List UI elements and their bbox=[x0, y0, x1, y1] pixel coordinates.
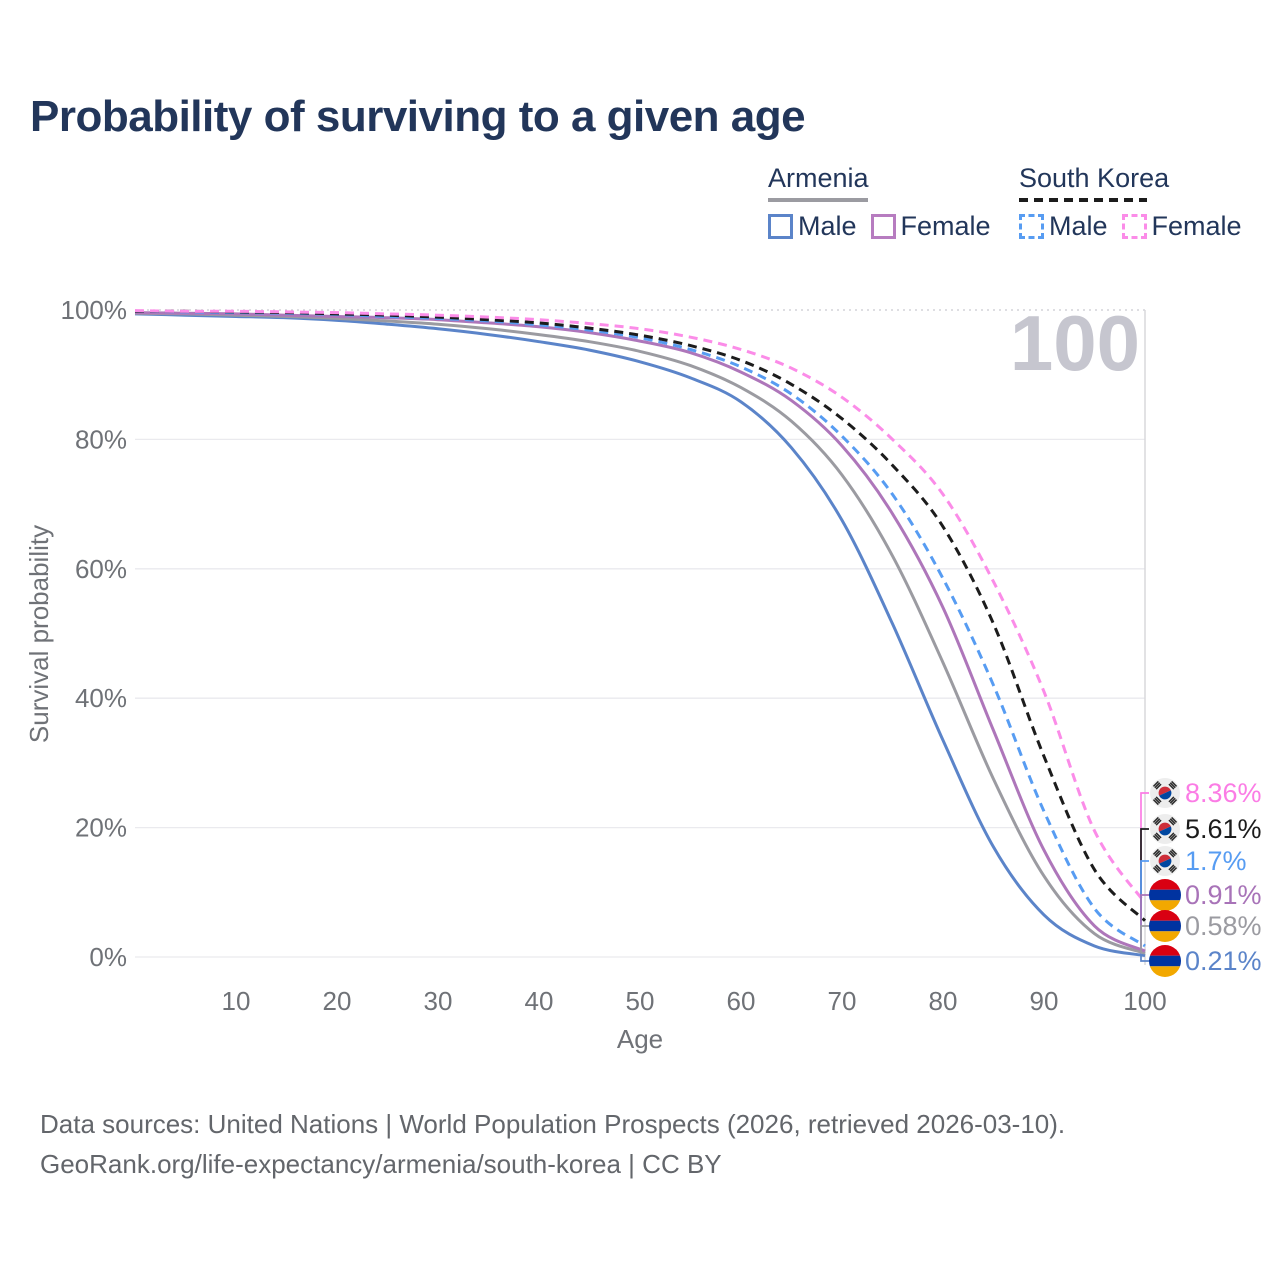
south-korea-female-swatch-icon bbox=[1121, 214, 1147, 239]
end-value-armenia-total: 0.58% bbox=[1185, 911, 1262, 941]
x-tick-20: 20 bbox=[323, 986, 352, 1016]
legend-label-armenia-male: Male bbox=[798, 211, 857, 241]
x-tick-10: 10 bbox=[222, 986, 251, 1016]
x-tick-30: 30 bbox=[424, 986, 453, 1016]
y-axis-title: Survival probability bbox=[24, 525, 54, 743]
label-connector-armenia-male bbox=[1140, 955, 1149, 962]
y-tick-80: 80% bbox=[75, 424, 127, 454]
legend-item-armenia-male[interactable]: Male bbox=[768, 211, 857, 242]
legend-country-south-korea-label: South Korea bbox=[1019, 163, 1170, 193]
south-korea-flag-icon bbox=[1150, 778, 1180, 808]
y-tick-100: 100% bbox=[61, 295, 128, 325]
armenia-female-swatch-icon bbox=[870, 214, 896, 239]
x-tick-90: 90 bbox=[1030, 986, 1059, 1016]
curve-armenia-female bbox=[134, 311, 1146, 953]
y-tick-60: 60% bbox=[75, 554, 127, 584]
legend-country-south-korea: South Korea bbox=[1019, 163, 1242, 202]
end-value-labels: 8.36% 5.61%1.7% 0.91%0.58% 0.21% bbox=[1140, 778, 1262, 977]
age-counter-watermark: 100 bbox=[1010, 299, 1140, 387]
x-tick-70: 70 bbox=[828, 986, 857, 1016]
curve-armenia-male bbox=[134, 312, 1146, 958]
x-axis-title: Age bbox=[617, 1024, 663, 1054]
armenia-flag-icon bbox=[1149, 879, 1181, 911]
survival-curves bbox=[134, 309, 1147, 958]
page-title: Probability of surviving to a given age bbox=[30, 92, 806, 141]
armenia-male-swatch-icon bbox=[768, 214, 793, 239]
legend-label-south-korea-female: Female bbox=[1151, 211, 1242, 241]
y-tick-20: 20% bbox=[75, 813, 127, 843]
y-tick-0: 0% bbox=[89, 942, 127, 972]
end-value-south-korea-female: 8.36% bbox=[1185, 778, 1262, 808]
axis-labels: Age Survival probability bbox=[24, 525, 663, 1054]
y-tick-40: 40% bbox=[75, 683, 127, 713]
legend-country-armenia: Armenia bbox=[768, 163, 991, 202]
south-korea-line-style-swatch bbox=[1019, 198, 1147, 202]
south-korea-flag-icon bbox=[1150, 846, 1180, 876]
armenia-line-style-swatch bbox=[768, 198, 868, 202]
x-tick-40: 40 bbox=[525, 986, 554, 1016]
curve-south-korea-female bbox=[134, 309, 1147, 904]
label-connector-armenia-total bbox=[1140, 925, 1149, 954]
end-value-armenia-female: 0.91% bbox=[1185, 880, 1262, 910]
armenia-flag-icon bbox=[1149, 945, 1181, 977]
legend-label-south-korea-male: Male bbox=[1049, 211, 1108, 241]
legend-country-armenia-label: Armenia bbox=[768, 163, 869, 193]
south-korea-flag-icon bbox=[1150, 814, 1180, 844]
end-value-south-korea-male: 1.7% bbox=[1185, 846, 1247, 876]
legend-item-armenia-female[interactable]: Female bbox=[870, 211, 991, 242]
curve-south-korea-male bbox=[134, 309, 1146, 948]
south-korea-male-swatch-icon bbox=[1019, 214, 1044, 239]
armenia-flag-icon bbox=[1149, 910, 1181, 942]
x-tick-60: 60 bbox=[727, 986, 756, 1016]
end-value-armenia-male: 0.21% bbox=[1185, 946, 1262, 976]
curve-armenia-total bbox=[134, 311, 1146, 955]
legend-group-armenia: Armenia Male Female bbox=[768, 163, 991, 242]
x-tick-100: 100 bbox=[1123, 986, 1166, 1016]
data-sources-line: Data sources: United Nations | World Pop… bbox=[40, 1109, 1066, 1139]
attribution-line: GeoRank.org/life-expectancy/armenia/sout… bbox=[40, 1149, 722, 1179]
legend-group-south-korea: South Korea Male Female bbox=[1019, 163, 1242, 242]
end-value-south-korea-total: 5.61% bbox=[1185, 814, 1262, 844]
legend-label-armenia-female: Female bbox=[900, 211, 991, 241]
legend-item-south-korea-male[interactable]: Male bbox=[1019, 211, 1108, 242]
footer: Data sources: United Nations | World Pop… bbox=[40, 1104, 1065, 1184]
x-tick-50: 50 bbox=[626, 986, 655, 1016]
curve-south-korea-total bbox=[134, 309, 1147, 922]
gridlines: 0% 20% 40% 60% 80% 100% 10 20 30 40 50 60 70 80 90 100 bbox=[61, 295, 1167, 1016]
legend-item-south-korea-female[interactable]: Female bbox=[1121, 211, 1242, 242]
x-tick-80: 80 bbox=[929, 986, 958, 1016]
